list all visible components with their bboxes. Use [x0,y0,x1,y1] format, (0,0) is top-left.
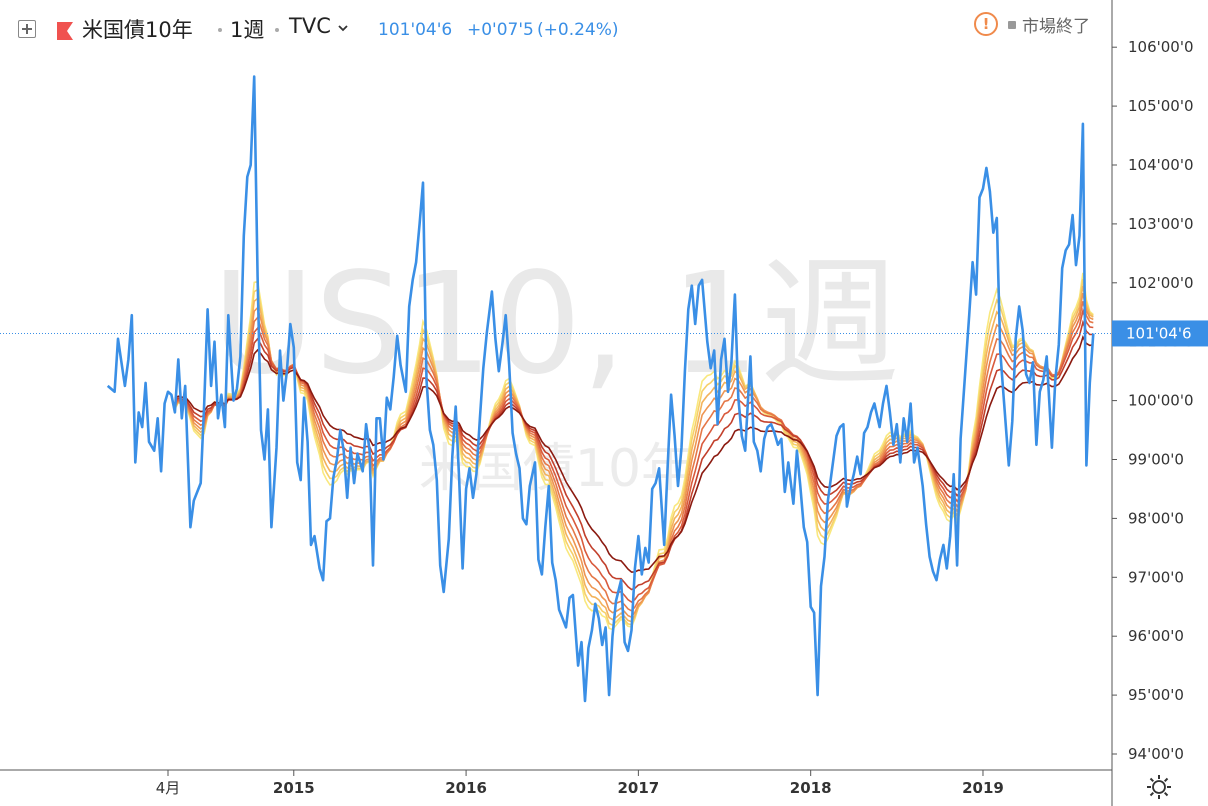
ribbon-line [174,307,1094,603]
gear-icon[interactable] [1146,774,1172,800]
x-tick-label: 2017 [618,779,660,797]
last-price-badge-label: 101'04'6 [1126,324,1192,342]
y-tick-label: 100'00'0 [1128,392,1194,410]
chart-header: 米国債10年 1週 TVC 101'04'6 +0'07'5 (+0.24%) … [0,0,1112,58]
market-status-icon [1008,21,1016,29]
plus-box-icon[interactable] [18,20,36,38]
last-price: 101'04'6 [378,20,453,40]
x-tick-label: 4月 [156,779,181,797]
y-tick-label: 104'00'0 [1128,156,1194,174]
ribbon-line [174,319,1094,591]
y-tick-label: 95'00'0 [1128,686,1184,704]
alert-icon[interactable]: ! [974,12,998,36]
y-tick-label: 94'00'0 [1128,745,1184,763]
separator-dot [275,28,279,32]
source-label[interactable]: TVC [289,14,331,38]
x-tick-label: 2018 [790,779,832,797]
ribbon-line [174,335,1094,573]
x-tick-label: 2015 [273,779,315,797]
y-tick-label: 97'00'0 [1128,568,1184,586]
y-tick-label: 99'00'0 [1128,451,1184,469]
market-status: 市場終了 [1022,17,1090,37]
x-tick-label: 2016 [445,779,487,797]
price-change-percent: (+0.24%) [537,20,619,40]
y-tick-label: 106'00'0 [1128,38,1194,56]
price-line [106,75,1095,703]
watermark-main: US10, 1週 [212,243,900,406]
ribbon-line [174,301,1094,612]
flag-icon[interactable] [57,22,73,40]
x-tick-label: 2019 [962,779,1004,797]
price-change: +0'07'5 [467,20,534,40]
ribbon-line [174,285,1094,623]
y-tick-label: 96'00'0 [1128,627,1184,645]
y-tick-label: 102'00'0 [1128,274,1194,292]
separator-dot [218,28,222,32]
symbol-name[interactable]: 米国債10年 [82,18,193,42]
interval-label[interactable]: 1週 [230,18,265,42]
y-tick-label: 103'00'0 [1128,215,1194,233]
y-tick-label: 98'00'0 [1128,509,1184,527]
last-price-badge [1112,320,1208,347]
chevron-down-icon[interactable] [337,24,349,34]
y-tick-label: 105'00'0 [1128,97,1194,115]
ribbon-line [174,293,1094,619]
